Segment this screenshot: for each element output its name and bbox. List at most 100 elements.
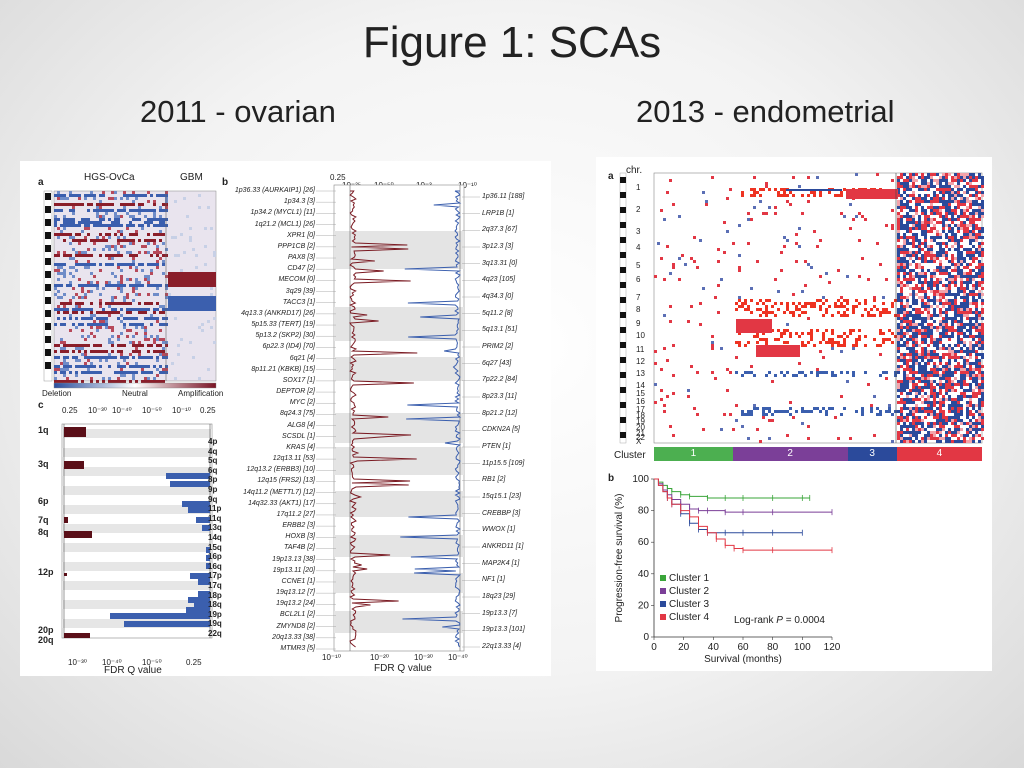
- del-peak-label: 15q15.1 [23]: [482, 493, 521, 500]
- chromosome-label: 16: [636, 397, 645, 406]
- amp-peak-label: 12q15 (FRS2) [13]: [257, 477, 315, 485]
- del-peak-label: WWOX [1]: [482, 526, 516, 534]
- panel-b-bottom-tick-1: 10⁻¹⁰: [322, 653, 341, 662]
- amp-peak-label: 6p22.3 (ID4) [70]: [262, 343, 315, 351]
- del-peak-label: PTEN [1]: [482, 443, 511, 450]
- amp-peak-label: 1p36.33 (AURKAIP1) [26]: [234, 187, 315, 194]
- chromosome-label: 3: [636, 227, 641, 236]
- right-panel-a-label: a: [608, 171, 614, 182]
- panel-c-left-arm: 12p: [38, 567, 54, 577]
- del-peak-label: 22q13.33 [4]: [482, 643, 521, 650]
- del-peak-label: CDKN2A [5]: [482, 426, 520, 434]
- del-peak-label: 8p21.2 [12]: [482, 409, 518, 417]
- amp-peak-label: BCL2L1 [2]: [279, 611, 315, 619]
- amp-peak-label: DEPTOR [2]: [276, 388, 315, 396]
- amp-peak-label: TACC3 [1]: [282, 298, 315, 306]
- panel-c-right-arm: 9q: [208, 494, 218, 504]
- cluster-heatmap: [619, 172, 984, 444]
- panel-b-bottom-tick-3: 10⁻³⁰: [414, 653, 433, 662]
- amp-peak-label: 19q13.2 [24]: [276, 600, 315, 608]
- legend-entry: Cluster 2: [669, 586, 709, 597]
- panel-c-left-arm: 1q: [38, 425, 49, 435]
- del-peak-label: 7p22.2 [84]: [482, 376, 518, 384]
- panel-c-top-tick: 0.25: [200, 406, 216, 415]
- ovarian-figure-image: a HGS-OvCa GBM Deletion Neutral Amplific…: [20, 161, 551, 676]
- panel-c-right-arm: 4p: [208, 437, 218, 446]
- panel-c-right-arm: 22q: [208, 629, 222, 638]
- legend-entry: Cluster 4: [669, 612, 709, 623]
- panel-c-bottom-tick-3: 10⁻⁵⁰: [142, 658, 162, 667]
- y-axis-label: Progression-free survival (%): [614, 494, 625, 623]
- amp-peak-label: 1p34.3 [3]: [283, 198, 315, 206]
- del-peak-label: 18q23 [29]: [482, 593, 516, 600]
- panel-c-right-arm: 17p: [208, 571, 222, 581]
- chromosome-label: 7: [636, 293, 641, 302]
- del-peak-label: 2q37.3 [67]: [482, 226, 518, 234]
- panel-c-label: c: [38, 400, 44, 411]
- cluster-segment-2: 2: [732, 447, 848, 461]
- legend-swatch: [660, 575, 666, 581]
- del-peak-label: 4q34.3 [0]: [482, 293, 514, 300]
- panel-c-right-arm: 9p: [208, 485, 218, 494]
- chromosome-label: 6: [636, 275, 641, 284]
- panel-c-left-arm: 8q: [38, 527, 49, 537]
- amp-peak-label: 17q11.2 [27]: [276, 510, 315, 518]
- chromosome-label: 1: [636, 183, 641, 192]
- chromosome-label: 4: [636, 243, 641, 252]
- x-axis-label: Survival (months): [704, 654, 782, 665]
- legend-swatch: [660, 614, 666, 620]
- del-peak-label: MAP2K4 [1]: [482, 559, 520, 567]
- panel-b-tick-5: 10⁻¹⁰: [458, 181, 477, 190]
- panel-c-left-arm: 20p: [38, 625, 54, 635]
- amp-peak-label: 5p13.2 (SKP2) [30]: [255, 332, 315, 340]
- amp-peak-label: CD47 [2]: [287, 265, 315, 273]
- del-peak-label: RB1 [2]: [482, 476, 506, 484]
- amp-peak-label: MYC [2]: [289, 399, 315, 407]
- panel-b-bottom-tick-2: 10⁻²⁰: [370, 653, 389, 662]
- del-peak-label: 5q11.2 [8]: [482, 309, 513, 317]
- panel-c-right-arm: 8p: [208, 475, 218, 485]
- series-line-3: [654, 478, 803, 534]
- chromosome-label: 5: [636, 261, 641, 270]
- panel-c-right-arm: 6q: [208, 465, 218, 475]
- panel-c-top-tick: 10⁻³⁰: [88, 406, 107, 415]
- legend-entry: Cluster 3: [669, 599, 709, 610]
- panel-c-top-tick: 10⁻¹⁰: [172, 406, 191, 415]
- amp-peak-label: 4q13.3 (ANKRD17) [26]: [241, 309, 315, 317]
- del-peak-label: 5q13.1 [51]: [482, 326, 518, 334]
- legend-deletion: Deletion: [42, 389, 72, 398]
- amp-peak-label: 12q13.2 (ERBB3) [10]: [246, 466, 316, 474]
- amp-peak-label: 20q13.33 [38]: [272, 633, 315, 641]
- right-heading: 2013 - endometrial: [636, 94, 895, 129]
- group-label-hgs: HGS-OvCa: [84, 172, 135, 183]
- del-peak-label: 8p23.3 [11]: [482, 393, 517, 400]
- panel-c-right-arm: 4q: [208, 446, 218, 456]
- amp-peak-label: SOX17 [1]: [282, 376, 315, 384]
- del-peak-label: CREBBP [3]: [482, 509, 521, 517]
- amp-peak-label: XPR1 [0]: [286, 231, 315, 239]
- amp-peak-label: 8p11.21 (KBKB) [15]: [251, 365, 315, 373]
- x-tick-label: 80: [767, 642, 779, 653]
- legend-neutral: Neutral: [122, 389, 148, 398]
- amp-peak-label: PAX8 [3]: [287, 254, 315, 262]
- amp-peak-label: ALG8 [4]: [287, 421, 315, 429]
- cluster-segment-4: 4: [896, 447, 982, 461]
- del-peak-label: LRP1B [1]: [482, 209, 514, 217]
- logrank-label: Log-rank P = 0.0004: [734, 615, 825, 626]
- legend-swatch: [660, 601, 666, 607]
- chromosome-label: 19: [636, 417, 645, 426]
- panel-c-right-arm: 16q: [208, 561, 222, 571]
- panel-c-right-arm: 14q: [208, 533, 222, 542]
- cluster-segment-3: 3: [847, 447, 897, 461]
- panel-c-left-arm: 6p: [38, 496, 49, 506]
- del-peak-label: 4q23 [105]: [482, 276, 516, 284]
- amp-peak-label: 14q11.2 (METTL7) [12]: [243, 488, 315, 496]
- x-tick-label: 60: [737, 642, 749, 653]
- amp-peak-label: CCNE1 [1]: [281, 577, 315, 585]
- panel-c-right-arm: 19p: [208, 609, 222, 619]
- x-tick-label: 20: [678, 642, 690, 653]
- amp-peak-label: 3q29 [39]: [285, 287, 315, 295]
- del-peak-label: 11p15.5 [109]: [482, 459, 525, 467]
- chromosome-label: 12: [636, 357, 645, 366]
- amp-peak-label: PPP1CB [2]: [277, 242, 315, 250]
